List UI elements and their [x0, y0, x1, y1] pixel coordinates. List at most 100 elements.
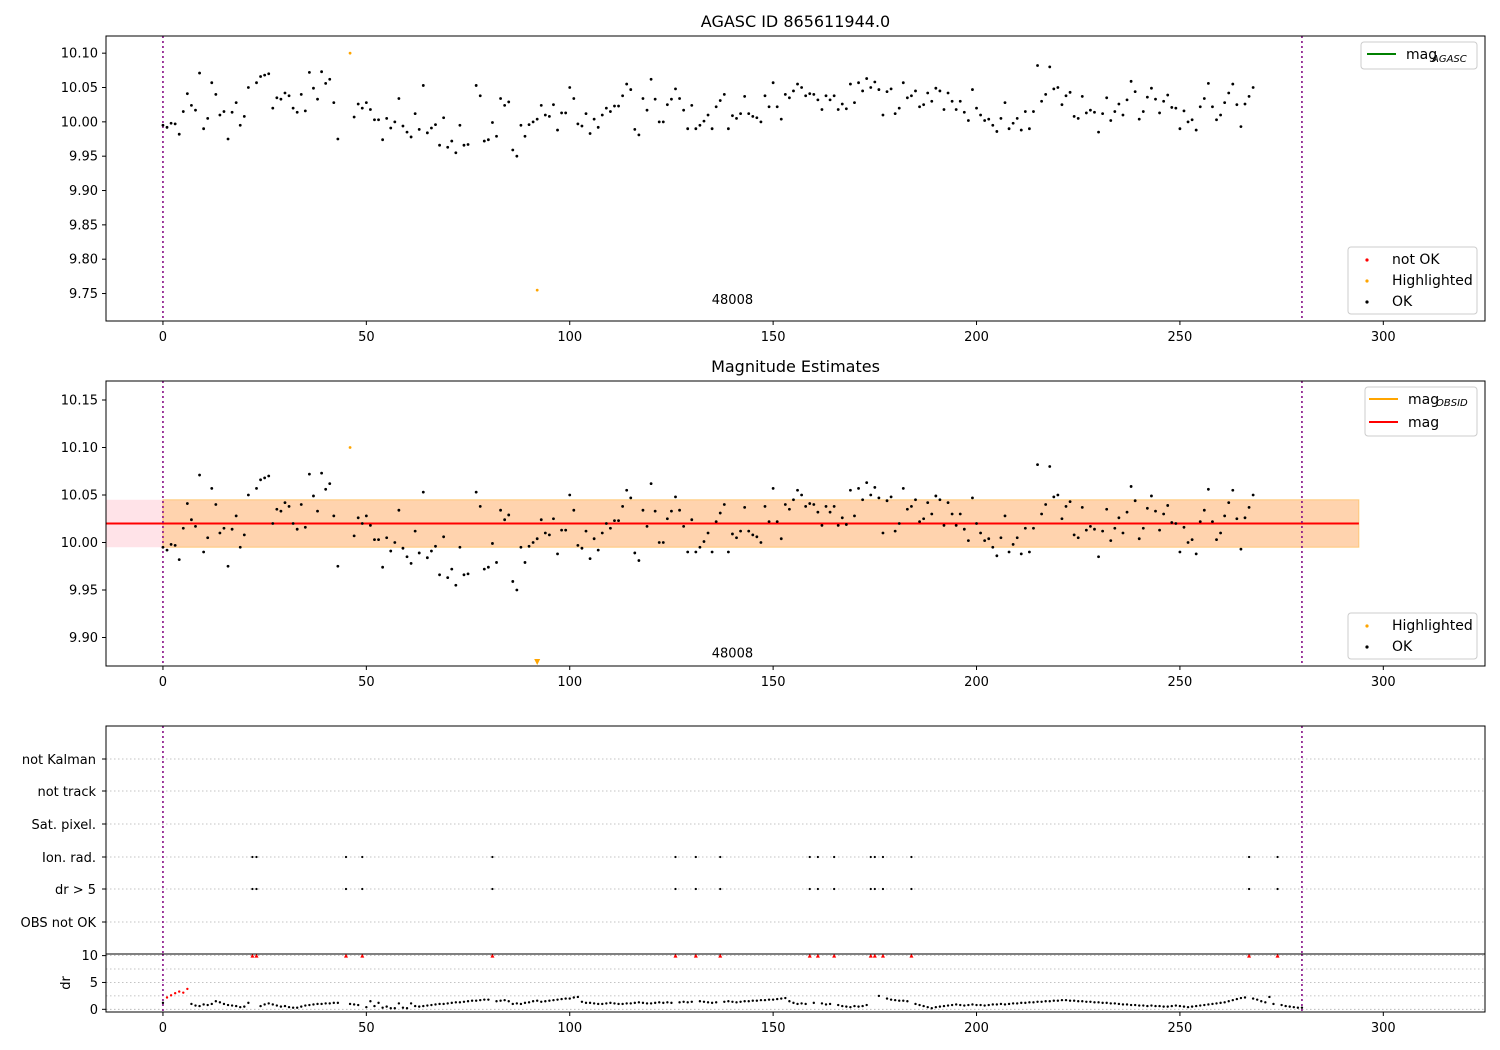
ok-point — [1060, 103, 1064, 107]
ok-point — [759, 541, 763, 544]
dr-point — [499, 999, 502, 1002]
dr-point — [1048, 1000, 1051, 1003]
ok-point — [950, 512, 954, 516]
dr-point — [226, 1003, 230, 1007]
flag-point — [873, 855, 876, 859]
ok-point — [543, 531, 547, 535]
dr-point — [511, 1002, 514, 1006]
dr-point — [304, 1004, 307, 1007]
dr-point — [975, 1003, 978, 1007]
dr-point — [609, 1001, 612, 1005]
dr-point — [1215, 1002, 1218, 1005]
ok-point — [991, 123, 995, 127]
dr-point — [1081, 1000, 1084, 1003]
ok-point — [377, 118, 380, 122]
ok-point — [726, 127, 730, 131]
ok-point — [914, 498, 917, 502]
dr-point — [784, 996, 787, 1000]
ok-point — [360, 522, 364, 525]
ok-point — [971, 496, 974, 500]
ok-point — [230, 110, 234, 114]
ok-point — [572, 97, 576, 100]
ok-point — [369, 108, 372, 111]
ok-point — [950, 99, 954, 103]
ok-point — [1145, 506, 1149, 510]
ok-point — [316, 97, 319, 101]
ok-point — [535, 537, 539, 541]
ok-point — [450, 139, 454, 143]
ok-point — [828, 98, 832, 102]
ok-point — [657, 120, 661, 124]
ok-point — [1019, 128, 1023, 132]
ok-point — [1198, 520, 1202, 523]
dr-point — [1280, 1003, 1283, 1007]
dr-point — [519, 1002, 523, 1006]
dr-clipped-marker — [344, 953, 349, 958]
dr-point — [580, 1000, 584, 1003]
ok-point — [214, 503, 218, 506]
ok-point — [385, 117, 389, 120]
dr-point — [877, 994, 881, 998]
ok-point — [356, 102, 360, 106]
y-tick-label: 10 — [81, 949, 98, 964]
ok-point — [389, 549, 393, 553]
ok-point — [1109, 119, 1113, 122]
dr-point — [438, 1002, 441, 1006]
ok-point — [775, 520, 779, 523]
ok-point — [670, 97, 673, 101]
ok-point — [1080, 505, 1084, 509]
ok-point — [462, 573, 466, 577]
dr-point — [987, 1003, 990, 1007]
ok-point — [698, 123, 702, 127]
ok-point — [751, 114, 755, 118]
ok-point — [617, 104, 620, 108]
ok-point — [295, 110, 299, 114]
dr-point — [295, 1006, 299, 1009]
dr-point — [861, 1004, 864, 1008]
ok-point — [942, 524, 946, 527]
ok-point — [405, 130, 409, 134]
ok-point — [743, 95, 747, 98]
dr-point — [531, 1000, 535, 1003]
dr-point — [527, 1001, 531, 1004]
ok-point — [1251, 86, 1255, 89]
ok-point — [649, 77, 653, 81]
dr-point — [434, 1003, 437, 1006]
dr-point — [1085, 1000, 1088, 1003]
ok-point — [1186, 120, 1190, 124]
ok-point — [674, 87, 677, 91]
x-tick-label: 300 — [1371, 675, 1396, 690]
flag-point — [674, 855, 677, 859]
ok-point — [169, 543, 173, 546]
dr-point — [1056, 999, 1060, 1002]
ok-point — [739, 112, 742, 116]
dr-point — [670, 1001, 673, 1005]
ok-point — [600, 113, 604, 117]
dr-point — [267, 1002, 270, 1005]
dr-point — [885, 997, 889, 1000]
ok-point — [511, 148, 515, 152]
ok-point — [352, 115, 356, 119]
ok-point — [458, 545, 462, 549]
dr-point — [426, 1004, 429, 1007]
ok-point — [1170, 521, 1174, 524]
dr-point — [1203, 1003, 1206, 1007]
ok-point — [763, 94, 767, 98]
ok-point — [515, 588, 519, 592]
ok-point — [714, 520, 718, 523]
y-tick-label: 10.15 — [61, 394, 98, 409]
ok-point — [710, 550, 714, 554]
ok-point — [893, 529, 897, 533]
ok-point — [1162, 99, 1166, 103]
ok-point — [787, 96, 791, 100]
flag-row-label: Sat. pixel. — [32, 818, 96, 833]
dr-point — [430, 1003, 433, 1007]
ok-point — [1251, 493, 1255, 497]
ok-point — [482, 139, 486, 143]
ok-point — [1072, 533, 1076, 537]
dr-point — [1032, 1001, 1035, 1004]
ok-point — [1109, 539, 1113, 542]
dr-point — [1150, 1004, 1153, 1007]
plot-frame — [105, 35, 1486, 322]
ok-point — [735, 536, 738, 540]
